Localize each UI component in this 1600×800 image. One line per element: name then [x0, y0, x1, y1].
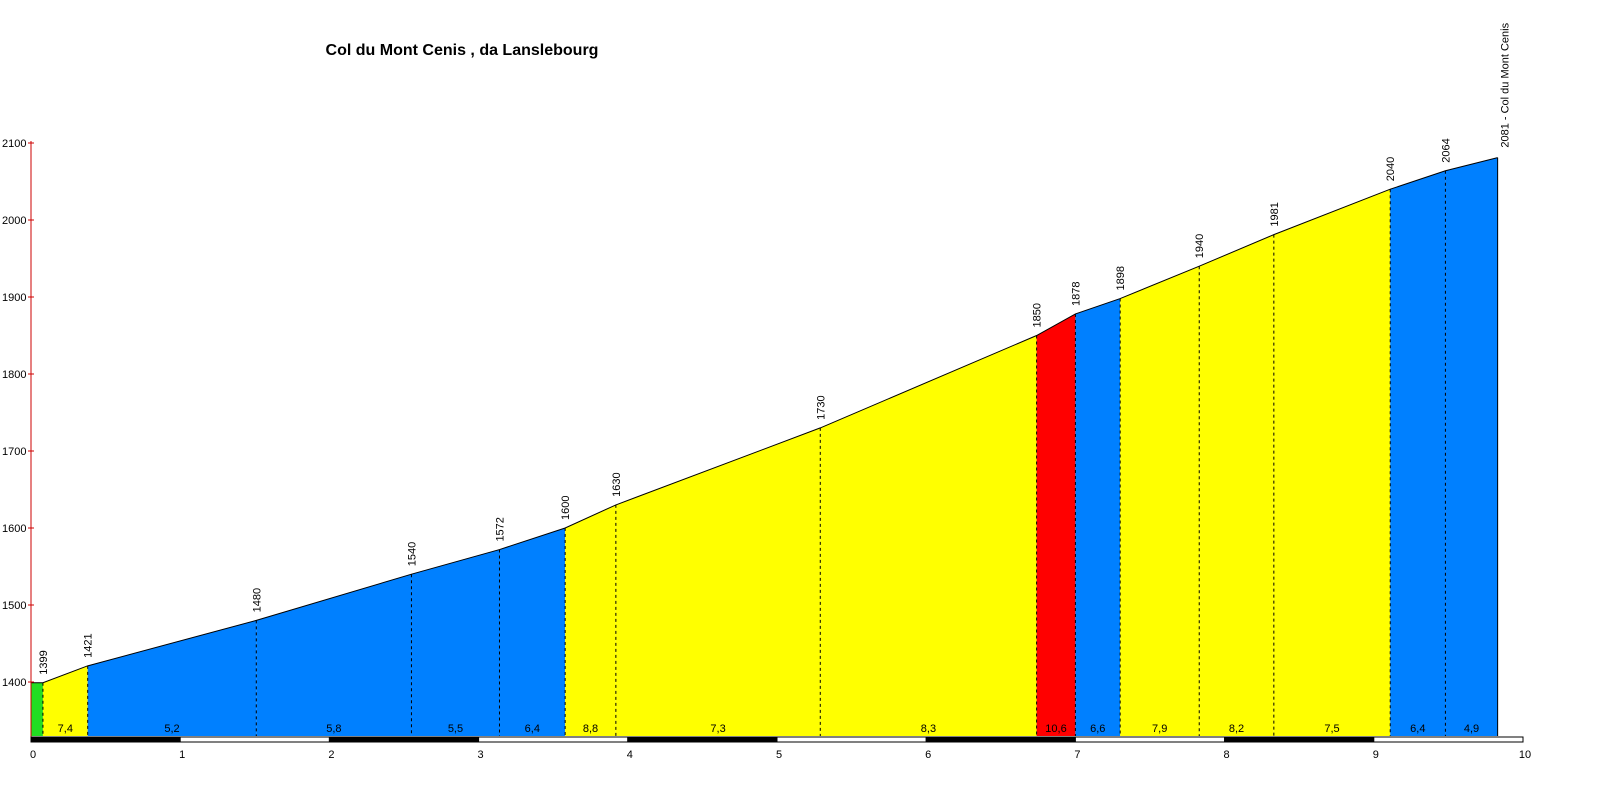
gradient-label: 6,6 — [1090, 723, 1105, 735]
gradient-segment — [565, 504, 616, 736]
gradient-label: 6,4 — [525, 723, 540, 735]
y-tick-label: 1500 — [2, 600, 26, 612]
gradient-label: 8,2 — [1229, 723, 1244, 735]
gradient-segment — [1390, 170, 1446, 737]
gradient-label: 5,8 — [326, 723, 341, 735]
gradient-segment — [411, 549, 500, 736]
gradient-label: 7,5 — [1324, 723, 1339, 735]
elevation-labels: 1399 1421 1480 1540 1572 1600 1630 1730 1850 1878… — [38, 138, 1452, 675]
elevation-label: 1898 — [1115, 266, 1127, 290]
summit-label: 2081 - Col du Mont Cenis — [1500, 22, 1512, 147]
x-scale-bar-block — [328, 736, 480, 743]
x-scale-bar-block — [1074, 736, 1226, 743]
axes — [30, 141, 1524, 743]
x-scale-bar-block — [1373, 736, 1524, 743]
elevation-label: 1540 — [406, 542, 418, 566]
x-tick-label: 0 — [30, 749, 36, 761]
gradient-segment — [1075, 298, 1121, 736]
elevation-label: 1421 — [83, 633, 95, 657]
gradient-segment — [615, 427, 821, 736]
gradient-segment — [1036, 313, 1076, 736]
x-tick-label: 10 — [1519, 749, 1531, 761]
y-tick-label: 1600 — [2, 523, 26, 535]
y-tick-label: 1900 — [2, 292, 26, 304]
elevation-label: 2064 — [1440, 138, 1452, 162]
gradient-segment — [87, 620, 257, 736]
x-tick-label: 3 — [478, 749, 484, 761]
gradient-labels: 7,4 5,2 5,8 5,5 6,4 8,8 7,3 8,3 10,6 6,6 7,9 8,2 7,5… — [58, 723, 1480, 735]
gradient-segment — [1120, 266, 1200, 736]
elevation-label: 1480 — [251, 588, 263, 612]
gradient-label: 10,6 — [1045, 723, 1066, 735]
x-tick-label: 8 — [1224, 749, 1230, 761]
profile-outline — [31, 157, 1499, 736]
gradient-segment — [820, 335, 1037, 736]
x-tick-label: 5 — [776, 749, 782, 761]
elevation-label: 1878 — [1070, 281, 1082, 305]
elevation-label: 2040 — [1385, 157, 1397, 181]
x-tick-label: 4 — [627, 749, 633, 761]
x-scale-bar-block — [1224, 736, 1375, 743]
gradient-label: 8,8 — [583, 723, 598, 735]
gradient-label: 7,4 — [58, 723, 73, 735]
gradient-label: 7,9 — [1152, 723, 1167, 735]
y-tick-label: 2100 — [2, 138, 26, 150]
gradient-label: 8,3 — [921, 723, 936, 735]
x-tick-label: 6 — [925, 749, 931, 761]
x-tick-label: 9 — [1373, 749, 1379, 761]
x-tick-label: 7 — [1074, 749, 1080, 761]
x-scale-bar-block — [478, 736, 629, 743]
segment-dividers — [42, 170, 1446, 736]
gradient-segment — [1199, 234, 1274, 736]
y-tick-label: 1800 — [2, 369, 26, 381]
gradient-label: 6,4 — [1410, 723, 1425, 735]
x-scale-bar-block — [776, 736, 927, 743]
gradient-segment — [256, 574, 412, 736]
y-tick-label: 2000 — [2, 215, 26, 227]
elevation-label: 1981 — [1269, 202, 1281, 226]
gradient-label: 5,5 — [448, 723, 463, 735]
x-scale-bar-block — [925, 736, 1076, 743]
gradient-label: 7,3 — [710, 723, 725, 735]
y-axis-ticks: 1400 1500 1600 1700 1800 1900 2000 2100 — [2, 138, 34, 689]
x-tick-label: 2 — [328, 749, 334, 761]
x-tick-label: 1 — [179, 749, 185, 761]
elevation-label: 1572 — [494, 517, 506, 541]
gradient-label: 4,9 — [1464, 723, 1479, 735]
chart-title: Col du Mont Cenis , da Lanslebourg — [326, 42, 599, 59]
gradient-segment — [499, 528, 566, 736]
gradient-segment — [31, 682, 43, 736]
elevation-label: 1399 — [38, 650, 50, 674]
gradient-segments — [31, 157, 1498, 737]
x-scale-bar-block — [30, 736, 181, 743]
gradient-segment — [1445, 157, 1498, 736]
y-tick-label: 1400 — [2, 677, 26, 689]
elevation-label: 1850 — [1032, 303, 1044, 327]
gradient-segment — [1273, 189, 1391, 736]
gradient-label: 5,2 — [164, 723, 179, 735]
elevation-label: 1940 — [1194, 234, 1206, 258]
x-axis-ticks: 0 1 2 3 4 5 6 7 8 9 10 — [30, 749, 1531, 761]
elevation-label: 1630 — [611, 472, 623, 496]
elevation-label: 1730 — [815, 395, 827, 419]
gradient-segment — [42, 665, 88, 736]
x-scale-bar-block — [179, 736, 330, 743]
profile-line — [31, 157, 1498, 684]
x-scale-bar-block — [627, 736, 778, 743]
elevation-label: 1600 — [560, 496, 572, 520]
y-tick-label: 1700 — [2, 446, 26, 458]
